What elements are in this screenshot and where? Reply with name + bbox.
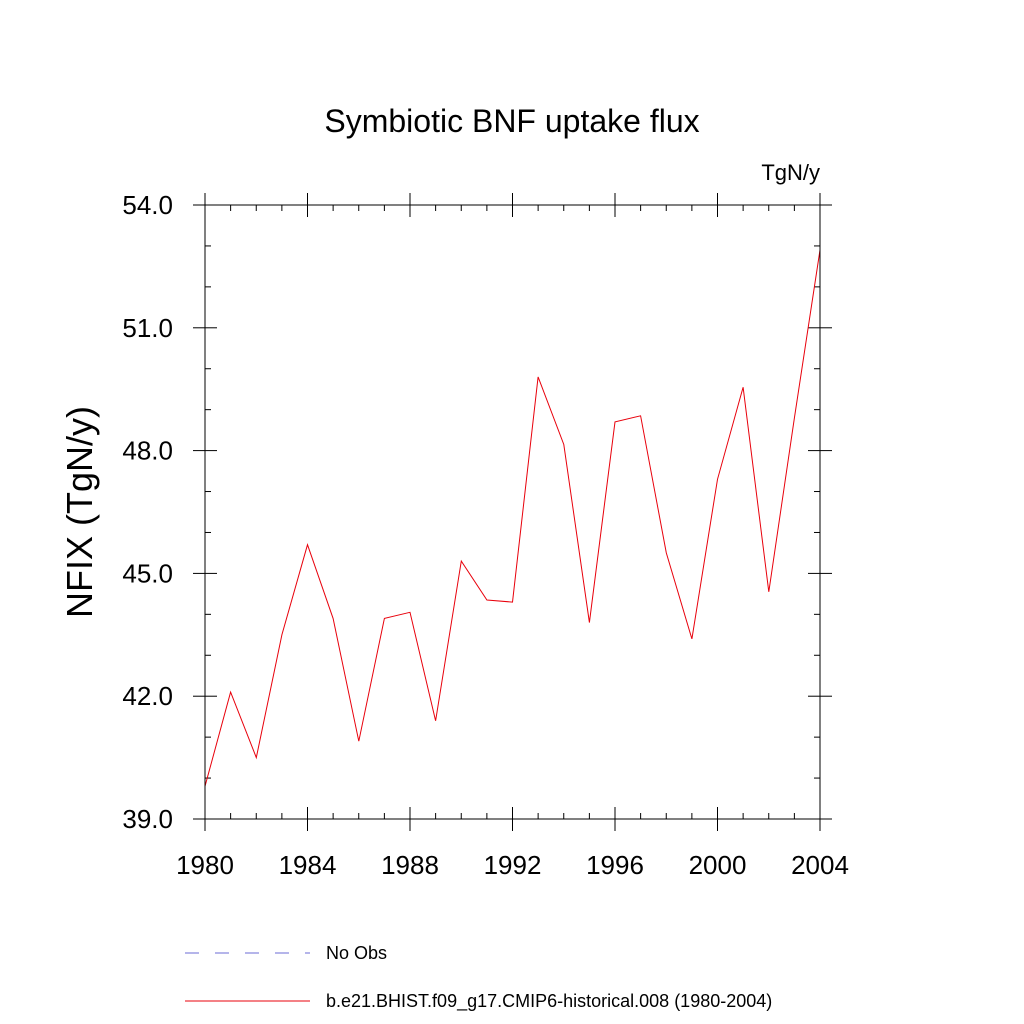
y-tick-label: 54.0 <box>122 190 173 220</box>
y-tick-label: 42.0 <box>122 681 173 711</box>
units-label: TgN/y <box>761 160 820 185</box>
series-line-0 <box>204 249 821 787</box>
axis-tick-labels: 1980 1984 1988 1992 1996 2000 2004 39.0 42.0 45.0… <box>122 190 849 880</box>
y-axis-label: NFIX (TgN/y) <box>59 406 100 618</box>
x-tick-label: 2004 <box>791 850 849 880</box>
plot-frame <box>204 204 821 820</box>
x-tick-label: 1988 <box>381 850 439 880</box>
series-layer <box>204 249 821 787</box>
legend-label-no-obs: No Obs <box>326 943 387 963</box>
y-tick-label: 45.0 <box>122 558 173 588</box>
x-tick-label: 1980 <box>176 850 234 880</box>
x-tick-label: 1996 <box>586 850 644 880</box>
x-tick-label: 2000 <box>689 850 747 880</box>
x-tick-label: 1984 <box>279 850 337 880</box>
y-tick-label: 51.0 <box>122 313 173 343</box>
y-tick-label: 48.0 <box>122 436 173 466</box>
legend-label-model: b.e21.BHIST.f09_g17.CMIP6-historical.008… <box>326 991 772 1012</box>
chart-title: Symbiotic BNF uptake flux <box>324 103 699 139</box>
axis-ticks <box>193 193 832 831</box>
x-tick-label: 1992 <box>484 850 542 880</box>
y-tick-label: 39.0 <box>122 804 173 834</box>
legend: No Obs b.e21.BHIST.f09_g17.CMIP6-histori… <box>185 943 772 1012</box>
